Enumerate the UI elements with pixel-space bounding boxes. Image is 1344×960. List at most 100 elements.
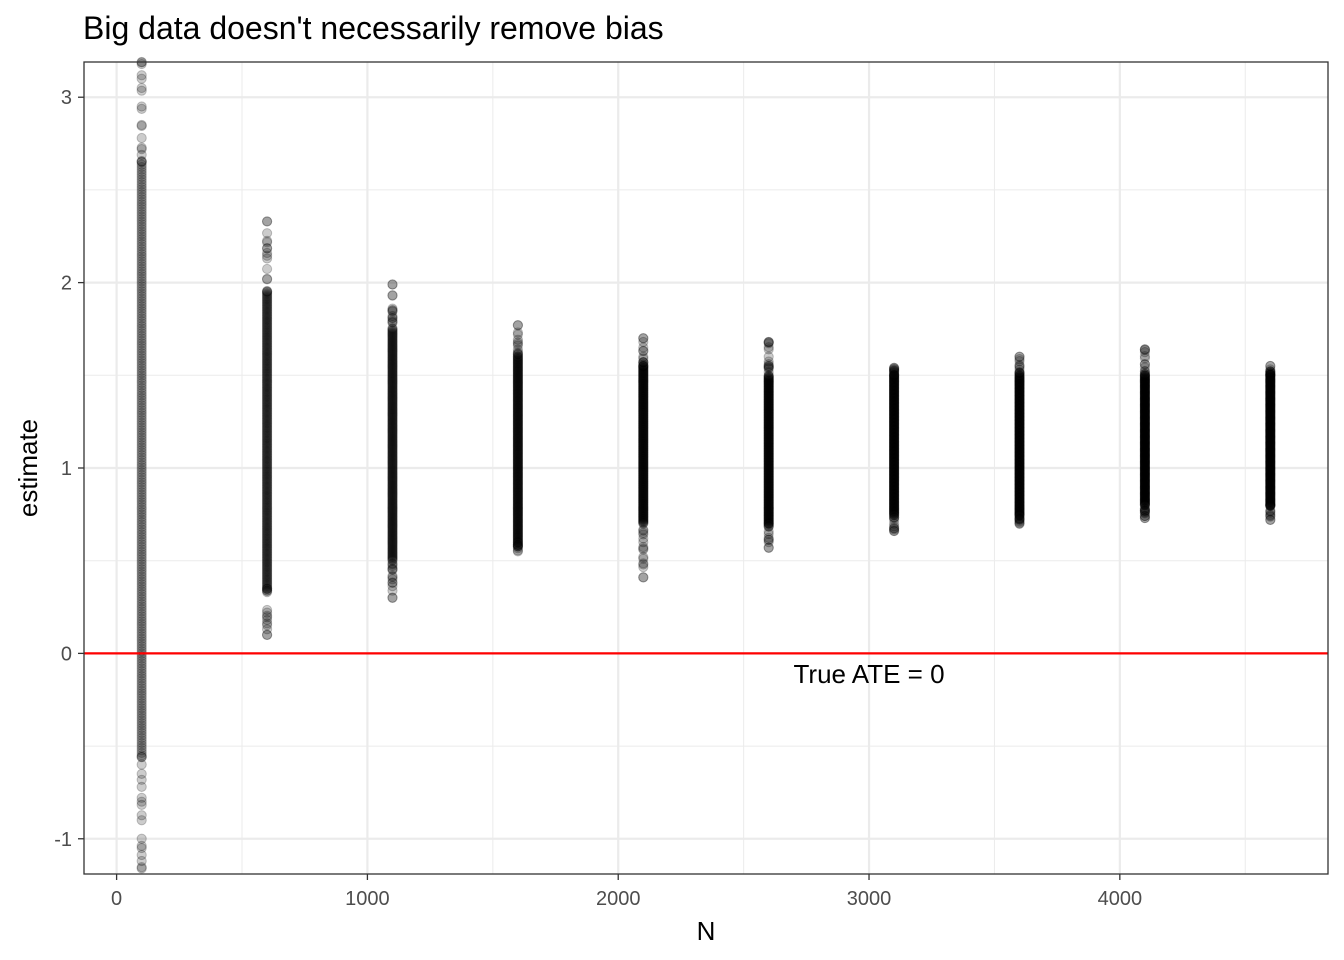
data-point [512,370,523,381]
data-point [387,377,398,388]
data-point [387,410,398,421]
data-point [261,522,273,533]
y-tick-label: 0 [61,643,72,665]
data-point [638,486,649,498]
data-point [136,457,147,468]
data-point [387,480,398,492]
data-point [261,485,273,496]
data-point [261,564,273,575]
data-point [387,521,398,532]
data-point [261,443,273,454]
data-point [387,509,398,520]
data-point [261,422,273,433]
data-point [638,477,649,488]
data-point [387,339,398,350]
data-point [512,363,523,374]
data-point [261,419,273,430]
data-point [512,395,523,406]
data-point [136,690,147,701]
data-point [387,342,398,353]
data-point [136,392,147,404]
data-point [638,457,649,468]
data-point [387,526,398,537]
data-points [136,56,1276,874]
data-point [261,607,273,618]
data-point [261,317,273,329]
data-point [512,412,523,424]
data-point [387,458,398,469]
data-point [512,468,523,479]
data-point [638,460,649,471]
data-point [261,465,273,476]
data-point [136,142,147,153]
data-point [638,513,649,525]
x-tick-label: 3000 [847,888,892,910]
data-point [136,796,147,807]
data-point [136,73,147,84]
data-point [136,688,147,699]
data-point [387,495,398,506]
data-point [638,490,649,501]
data-point [512,537,523,548]
data-point [136,631,147,642]
data-point [136,155,147,167]
data-point [512,351,523,362]
data-point [387,541,398,552]
data-point [136,191,147,202]
data-point [638,500,649,511]
data-point [136,387,147,399]
data-point [136,410,147,421]
data-point [387,523,398,534]
data-point [387,542,398,554]
data-point [387,545,398,557]
data-point [136,840,147,851]
data-point [512,320,523,331]
data-point [512,499,523,511]
data-point [136,462,147,473]
data-point [261,357,273,368]
data-point [512,368,523,379]
data-point [387,537,398,548]
plot-panel: True ATE = 0 [83,56,1329,875]
data-point [387,551,398,562]
data-point [638,453,649,465]
data-point [387,531,398,542]
data-point [136,717,147,729]
data-point [136,727,147,739]
chart-title: Big data doesn't necessarily remove bias [83,10,664,46]
data-point [638,473,649,484]
data-point [387,380,398,391]
data-point [387,492,398,503]
data-point [512,378,523,390]
data-point [261,332,273,343]
y-axis-title: estimate [13,419,43,517]
data-point [512,525,523,536]
data-point [136,186,147,197]
data-point [512,406,523,417]
data-point [512,522,523,533]
data-point [136,166,147,178]
data-point [512,452,523,463]
data-point [512,364,523,375]
data-point [387,421,398,432]
data-point [261,470,273,481]
data-point [387,442,398,453]
data-point [136,442,147,453]
data-point [261,454,273,465]
data-point [261,369,273,381]
data-point [512,418,523,429]
data-point [261,492,273,504]
data-point [638,495,649,506]
data-point [638,517,649,529]
data-point [512,454,523,465]
data-point [638,472,649,483]
data-point [136,70,147,81]
data-point [512,502,523,513]
data-point [387,550,398,561]
data-point [261,417,273,428]
data-point [261,518,273,530]
data-point [136,781,147,792]
data-point [638,490,649,502]
data-point [512,500,523,511]
data-point [387,527,398,538]
